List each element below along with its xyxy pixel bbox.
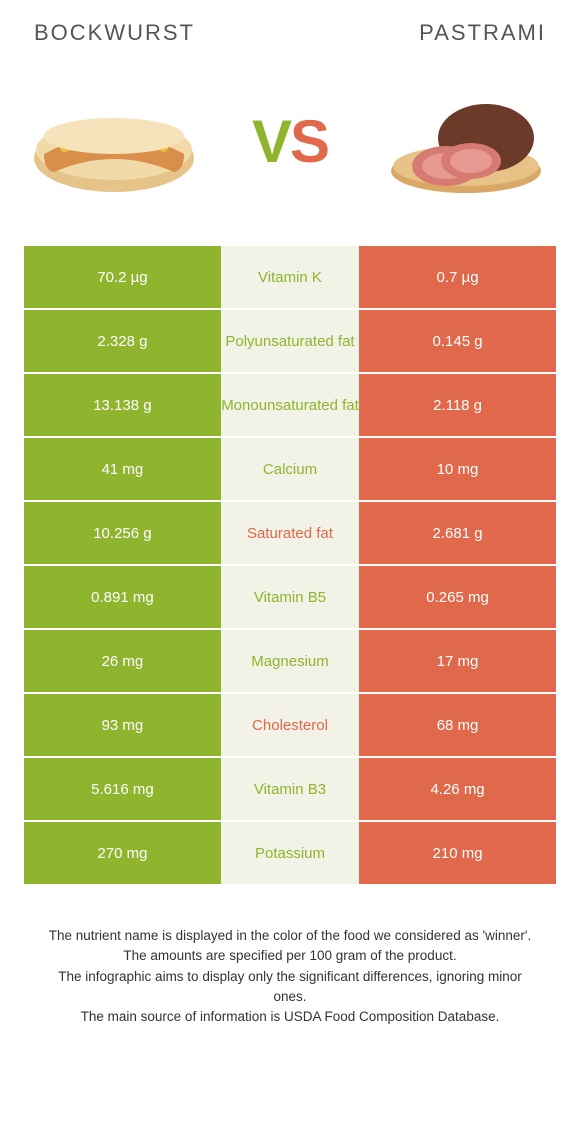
table-row: 13.138 gMonounsaturated fat2.118 g [24, 374, 556, 436]
nutrient-label: Monounsaturated fat [221, 374, 359, 436]
right-value: 0.7 µg [359, 246, 556, 308]
left-value: 2.328 g [24, 310, 221, 372]
footer-line: The amounts are specified per 100 gram o… [44, 946, 536, 966]
left-value: 70.2 µg [24, 246, 221, 308]
table-row: 70.2 µgVitamin K0.7 µg [24, 246, 556, 308]
table-row: 41 mgCalcium10 mg [24, 438, 556, 500]
right-value: 2.118 g [359, 374, 556, 436]
pastrami-image [376, 76, 556, 206]
table-row: 5.616 mgVitamin B34.26 mg [24, 758, 556, 820]
nutrient-label: Calcium [221, 438, 359, 500]
left-value: 5.616 mg [24, 758, 221, 820]
table-row: 270 mgPotassium210 mg [24, 822, 556, 884]
infographic-container: BOCKWURST PASTRAMI VS [0, 0, 580, 1067]
left-value: 13.138 g [24, 374, 221, 436]
nutrient-label: Potassium [221, 822, 359, 884]
nutrient-table: 70.2 µgVitamin K0.7 µg2.328 gPolyunsatur… [24, 246, 556, 884]
nutrient-label: Cholesterol [221, 694, 359, 756]
nutrient-label: Vitamin B5 [221, 566, 359, 628]
bockwurst-image [24, 76, 204, 206]
footer-line: The main source of information is USDA F… [44, 1007, 536, 1027]
vs-label: VS [252, 107, 328, 176]
left-value: 0.891 mg [24, 566, 221, 628]
label-left: BOCKWURST [34, 20, 195, 46]
right-value: 0.145 g [359, 310, 556, 372]
vs-s: S [290, 108, 328, 175]
nutrient-label: Magnesium [221, 630, 359, 692]
right-value: 68 mg [359, 694, 556, 756]
right-value: 4.26 mg [359, 758, 556, 820]
left-value: 10.256 g [24, 502, 221, 564]
right-value: 210 mg [359, 822, 556, 884]
right-value: 10 mg [359, 438, 556, 500]
hero-row: VS [24, 56, 556, 246]
table-row: 93 mgCholesterol68 mg [24, 694, 556, 756]
nutrient-label: Vitamin K [221, 246, 359, 308]
table-row: 0.891 mgVitamin B50.265 mg [24, 566, 556, 628]
footer-line: The infographic aims to display only the… [44, 967, 536, 1008]
nutrient-label: Vitamin B3 [221, 758, 359, 820]
footer-line: The nutrient name is displayed in the co… [44, 926, 536, 946]
left-value: 26 mg [24, 630, 221, 692]
nutrient-label: Saturated fat [221, 502, 359, 564]
table-row: 10.256 gSaturated fat2.681 g [24, 502, 556, 564]
nutrient-label: Polyunsaturated fat [221, 310, 359, 372]
left-value: 270 mg [24, 822, 221, 884]
footer-text: The nutrient name is displayed in the co… [24, 886, 556, 1037]
vs-v: V [252, 108, 290, 175]
left-value: 93 mg [24, 694, 221, 756]
header-labels: BOCKWURST PASTRAMI [24, 20, 556, 56]
right-value: 2.681 g [359, 502, 556, 564]
right-value: 17 mg [359, 630, 556, 692]
label-right: PASTRAMI [419, 20, 546, 46]
table-row: 2.328 gPolyunsaturated fat0.145 g [24, 310, 556, 372]
left-value: 41 mg [24, 438, 221, 500]
table-row: 26 mgMagnesium17 mg [24, 630, 556, 692]
right-value: 0.265 mg [359, 566, 556, 628]
